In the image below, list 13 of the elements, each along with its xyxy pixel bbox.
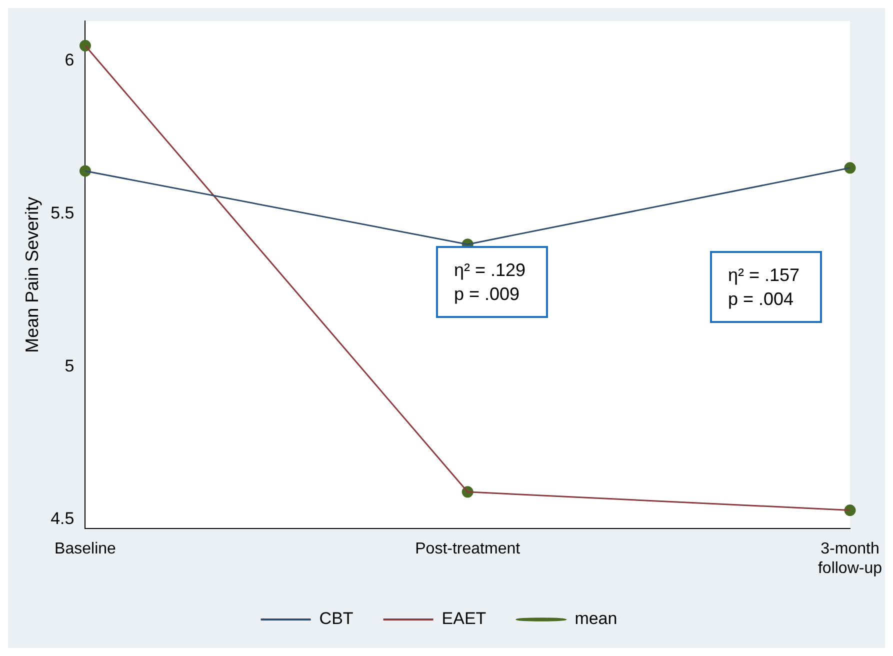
legend-label: EAET bbox=[442, 609, 486, 628]
annotation: η² = .157 p = .004 bbox=[710, 251, 822, 323]
x-tick-label: 3-month follow-up bbox=[818, 540, 882, 577]
legend-label: CBT bbox=[319, 609, 354, 628]
x-tick-label: Post-treatment bbox=[415, 540, 521, 558]
y-axis-title: Mean Pain Severity bbox=[22, 196, 42, 353]
y-tick-label: 5.5 bbox=[50, 203, 74, 222]
y-tick-label: 4.5 bbox=[50, 509, 74, 528]
annotation: η² = .129 p = .009 bbox=[436, 246, 548, 318]
y-tick-label: 5 bbox=[64, 356, 74, 376]
y-tick-label: 6 bbox=[64, 50, 74, 70]
x-tick-label: Baseline bbox=[54, 540, 116, 558]
legend-label: mean bbox=[574, 609, 618, 628]
